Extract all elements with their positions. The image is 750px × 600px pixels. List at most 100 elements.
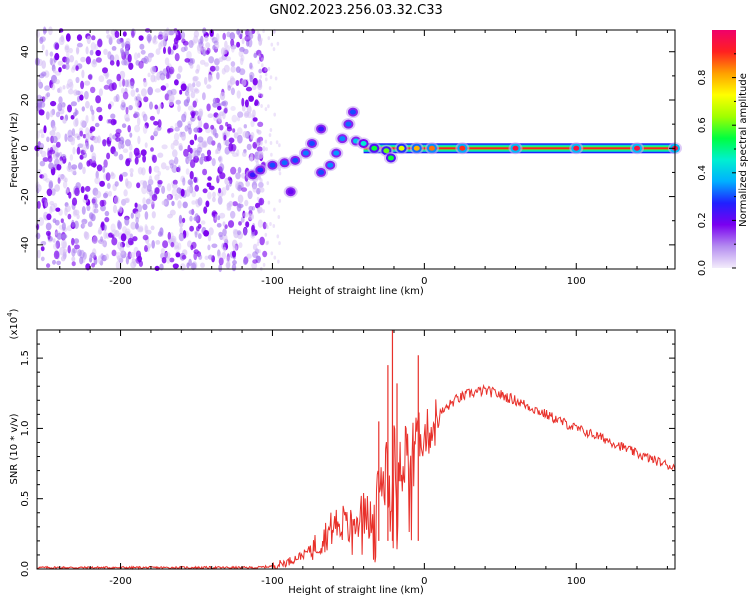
noise-cell	[269, 222, 272, 226]
noise-cell	[51, 188, 56, 196]
noise-cell	[182, 201, 188, 209]
noise-cell	[216, 114, 222, 121]
noise-cell	[230, 66, 236, 73]
noise-cell	[237, 194, 244, 204]
noise-cell	[150, 74, 156, 83]
noise-cell	[278, 171, 282, 176]
noise-cell	[62, 118, 67, 124]
noise-cell	[143, 80, 148, 88]
noise-cell	[143, 78, 147, 83]
noise-cell	[257, 129, 262, 135]
noise-cell	[257, 129, 260, 134]
noise-cell	[274, 76, 278, 81]
noise-cell	[83, 231, 88, 239]
noise-cell	[41, 150, 47, 158]
noise-cell	[75, 117, 79, 127]
noise-cell	[199, 110, 203, 118]
noise-cell	[58, 86, 63, 94]
noise-cell	[213, 112, 219, 118]
noise-cell	[89, 105, 93, 112]
noise-cell	[202, 188, 208, 194]
noise-cell	[224, 224, 228, 230]
noise-cell	[79, 249, 85, 259]
noise-cell	[225, 56, 232, 62]
signal-point	[287, 189, 294, 195]
noise-cell	[122, 226, 127, 234]
noise-cell	[85, 133, 90, 141]
noise-cell	[257, 150, 264, 160]
noise-cell	[177, 104, 181, 113]
noise-cell	[207, 191, 212, 200]
noise-cell	[110, 113, 116, 119]
noise-cell	[84, 90, 89, 100]
noise-cell	[260, 104, 263, 108]
noise-cell	[205, 200, 210, 208]
noise-cell	[114, 30, 120, 38]
noise-cell	[90, 252, 96, 259]
noise-cell	[80, 80, 85, 90]
noise-cell	[192, 82, 196, 88]
noise-cell	[236, 149, 240, 157]
noise-cell	[257, 209, 261, 214]
noise-cell	[138, 60, 144, 69]
noise-cell	[128, 62, 134, 70]
noise-cell	[85, 56, 91, 65]
noise-cell	[188, 209, 195, 215]
y-tick-label: -40	[20, 237, 31, 253]
noise-cell	[270, 251, 274, 256]
noise-cell	[67, 245, 71, 254]
noise-cell	[102, 67, 108, 74]
noise-cell	[193, 127, 200, 133]
noise-cell	[155, 48, 161, 55]
noise-cell	[191, 241, 197, 249]
noise-cell	[217, 105, 222, 111]
noise-cell	[37, 81, 42, 87]
noise-cell	[110, 171, 115, 177]
noise-cell	[206, 103, 211, 112]
noise-cell	[236, 90, 241, 99]
noise-cell	[277, 215, 281, 219]
noise-cell	[219, 163, 225, 172]
noise-cell	[216, 147, 221, 155]
noise-cell	[258, 249, 261, 254]
noise-cell	[248, 205, 254, 212]
noise-cell	[76, 42, 83, 48]
noise-cell	[124, 139, 131, 147]
noise-cell	[58, 67, 62, 73]
noise-cell	[218, 231, 223, 238]
noise-cell	[158, 42, 162, 50]
noise-cell	[219, 91, 226, 101]
noise-cell	[78, 162, 83, 170]
noise-cell	[147, 72, 151, 78]
noise-cell	[106, 79, 113, 85]
noise-cell	[45, 111, 50, 120]
colorbar-tick-label: 0.2	[697, 212, 708, 228]
noise-cell	[215, 65, 220, 72]
noise-cell	[44, 199, 48, 207]
noise-cell	[111, 82, 117, 91]
noise-cell	[37, 169, 42, 175]
noise-cell	[68, 81, 74, 90]
noise-cell	[244, 99, 249, 108]
noise-cell	[86, 142, 90, 150]
noise-cell	[160, 102, 164, 109]
noise-cell	[123, 198, 130, 204]
noise-cell	[231, 250, 237, 258]
noise-cell	[59, 246, 66, 256]
noise-cell	[162, 68, 168, 76]
noise-cell	[145, 229, 152, 235]
noise-cell	[107, 103, 112, 110]
noise-cell	[62, 85, 66, 90]
snr-line	[36, 383, 676, 571]
noise-cell	[60, 255, 66, 262]
noise-cell	[38, 73, 45, 79]
noise-cell	[85, 100, 90, 109]
colorbar-gradient	[712, 30, 736, 268]
noise-cell	[144, 142, 148, 148]
noise-cell	[72, 146, 76, 155]
noise-cell	[230, 87, 235, 96]
noise-cell	[190, 262, 197, 271]
noise-cell	[39, 36, 44, 45]
